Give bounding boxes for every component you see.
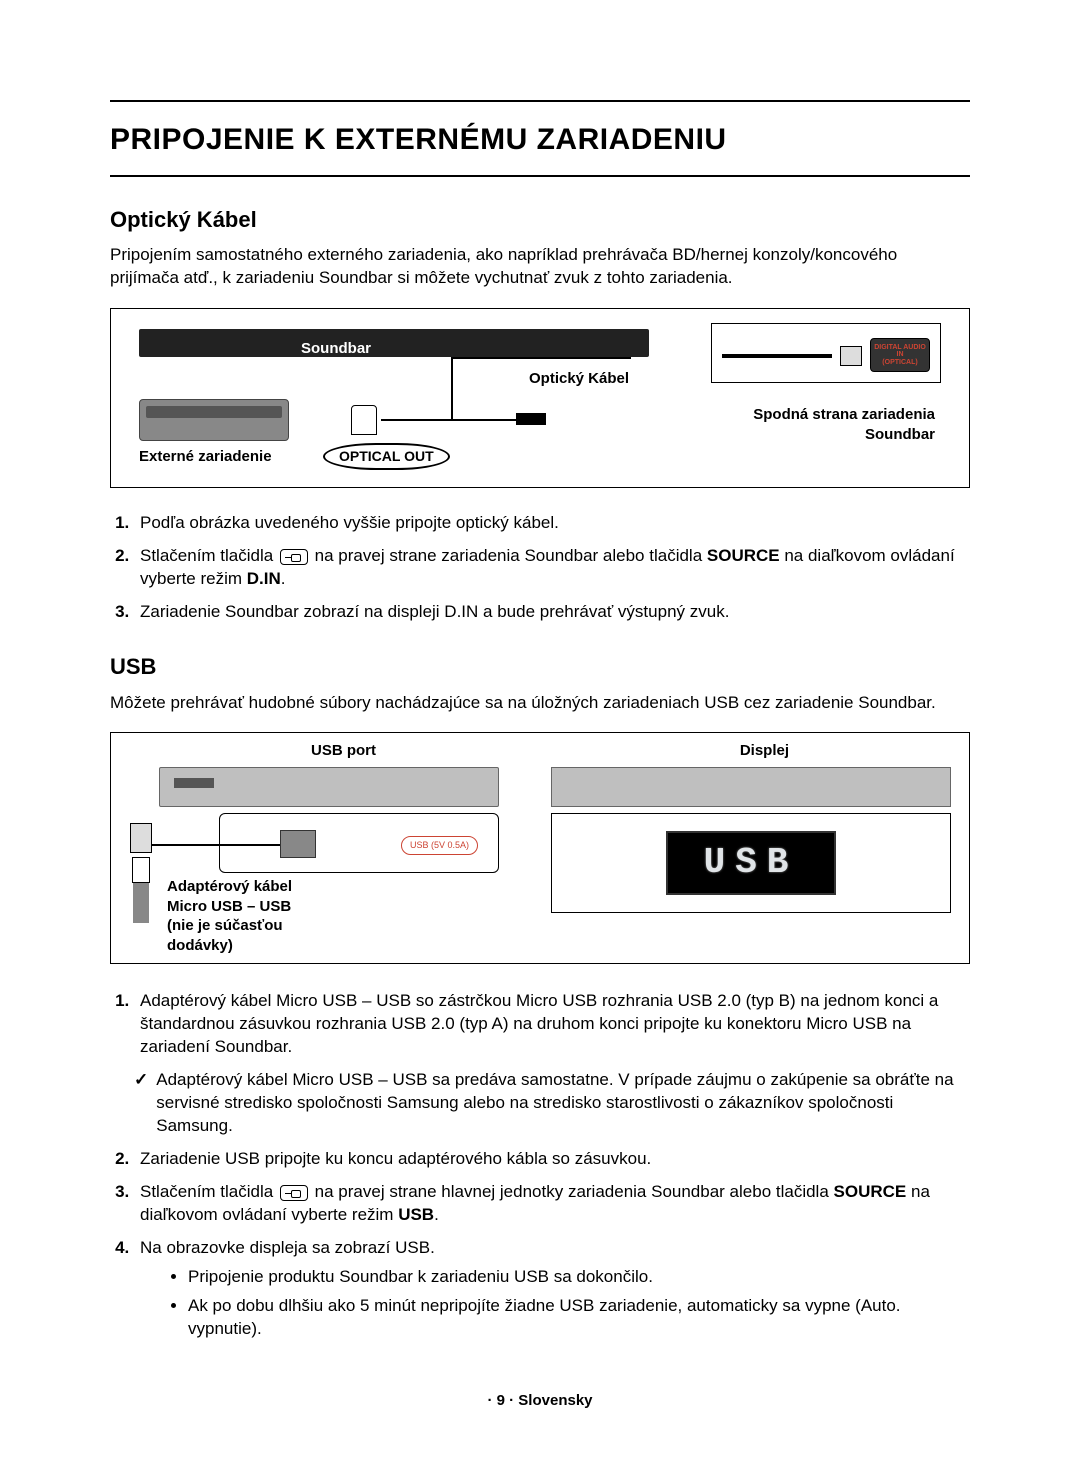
- usb-step-3: Stlačením tlačidla na pravej strane hlav…: [134, 1181, 970, 1227]
- usb-intro-text: Môžete prehrávať hudobné súbory nachádza…: [110, 692, 970, 715]
- soundbar-shape: [139, 329, 649, 357]
- displej-closeup: USB: [551, 813, 951, 913]
- displej-soundbar-shape: [551, 767, 951, 807]
- bottom-side-label: Spodná strana zariadenia Soundbar: [753, 405, 935, 444]
- usb-port-closeup: USB (5V 0.5A): [219, 813, 499, 873]
- usb-plug-icon: [130, 823, 152, 853]
- optical-step-3: Zariadenie Soundbar zobrazí na displeji …: [134, 601, 970, 624]
- optical-plug-icon: [351, 405, 377, 435]
- optical-diagram: Soundbar DIGITAL AUDIO IN (OPTICAL) Opti…: [110, 308, 970, 488]
- optical-heading: Optický Kábel: [110, 205, 970, 235]
- usb-step-4-b2: Ak po dobu dlhšiu ako 5 minút nepripojít…: [188, 1295, 970, 1341]
- external-device-shape: [139, 399, 289, 441]
- usb-diagram: USB port USB (5V 0.5A) Adaptérový kábel …: [110, 732, 970, 964]
- usb-check-text: Adaptérový kábel Micro USB – USB sa pred…: [156, 1069, 970, 1138]
- check-icon: ✓: [134, 1069, 148, 1138]
- displej-screen: USB: [666, 831, 836, 895]
- usb-step-4: Na obrazovke displeja sa zobrazí USB. Pr…: [134, 1237, 970, 1341]
- usb-step-1: Adaptérový kábel Micro USB – USB so zást…: [134, 990, 970, 1059]
- usb-body-icon: [132, 857, 150, 883]
- usb-steps-list-cont: Zariadenie USB pripojte ku koncu adaptér…: [110, 1148, 970, 1341]
- usb-socket-label: USB (5V 0.5A): [401, 836, 478, 854]
- usb-stick-icon: [133, 883, 149, 923]
- closeup-cable: [722, 354, 832, 358]
- usb-adapter-label: Adaptérový kábel Micro USB – USB (nie je…: [167, 877, 292, 955]
- optical-cable-label: Optický Kábel: [529, 369, 629, 389]
- optical-intro-text: Pripojením samostatného externého zariad…: [110, 244, 970, 290]
- soundbar-label: Soundbar: [301, 339, 371, 359]
- optical-out-label: OPTICAL OUT: [323, 443, 450, 470]
- page-footer: · 9 · Slovensky: [110, 1391, 970, 1411]
- displej-label: Displej: [740, 741, 789, 761]
- optical-cable-line: [381, 419, 516, 421]
- usb-steps-list: Adaptérový kábel Micro USB – USB so zást…: [110, 990, 970, 1059]
- usb-adapter-device: [127, 823, 155, 943]
- port-closeup-box: DIGITAL AUDIO IN (OPTICAL): [711, 323, 941, 383]
- page-title: PRIPOJENIE K EXTERNÉMU ZARIADENIU: [110, 100, 970, 177]
- optical-cable-end: [516, 413, 546, 425]
- cable-horizontal: [451, 357, 631, 359]
- usb-step-4-b1: Pripojenie produktu Soundbar k zariadeni…: [188, 1266, 970, 1289]
- digital-audio-in-label: DIGITAL AUDIO IN (OPTICAL): [871, 344, 929, 367]
- usb-closeup-port-icon: [280, 830, 316, 858]
- usb-step-2: Zariadenie USB pripojte ku koncu adaptér…: [134, 1148, 970, 1171]
- usb-closeup-cable: [150, 844, 280, 846]
- source-button-icon: [280, 1185, 308, 1201]
- closeup-port-icon: [840, 346, 862, 366]
- usb-soundbar-shape: [159, 767, 499, 807]
- usb-heading: USB: [110, 652, 970, 682]
- optical-step-1: Podľa obrázka uvedeného vyššie pripojte …: [134, 512, 970, 535]
- usb-step-4-bullets: Pripojenie produktu Soundbar k zariadeni…: [140, 1266, 970, 1341]
- cable-vertical: [451, 357, 453, 419]
- closeup-socket: DIGITAL AUDIO IN (OPTICAL): [870, 338, 930, 372]
- optical-step-2: Stlačením tlačidla na pravej strane zari…: [134, 545, 970, 591]
- source-button-icon: [280, 549, 308, 565]
- optical-steps-list: Podľa obrázka uvedeného vyššie pripojte …: [110, 512, 970, 624]
- usb-port-label: USB port: [311, 741, 376, 761]
- usb-check-note: ✓ Adaptérový kábel Micro USB – USB sa pr…: [134, 1069, 970, 1138]
- external-device-label: Externé zariadenie: [139, 447, 272, 467]
